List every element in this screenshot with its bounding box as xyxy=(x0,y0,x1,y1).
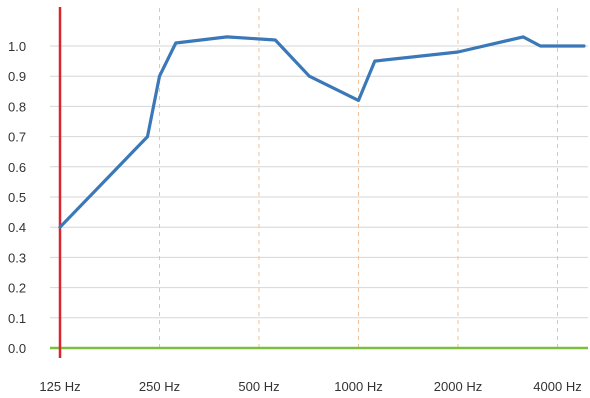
horizontal-gridlines xyxy=(50,45,588,319)
series-group xyxy=(58,35,586,229)
vertical-gridlines xyxy=(159,8,558,348)
axes xyxy=(50,7,588,358)
x-tick-label: 125 Hz xyxy=(39,379,80,394)
y-tick-label: 0.1 xyxy=(8,311,26,326)
y-tick-label: 0.2 xyxy=(8,281,26,296)
series-line xyxy=(58,35,586,229)
x-tick-label: 500 Hz xyxy=(238,379,279,394)
x-tick-labels: 125 Hz 250 Hz 500 Hz 1000 Hz 2000 Hz 4000 Hz xyxy=(39,379,581,394)
y-tick-label: 0.3 xyxy=(8,250,26,265)
y-tick-label: 0.5 xyxy=(8,190,26,205)
y-tick-label: 0.9 xyxy=(8,69,26,84)
x-tick-label: 2000 Hz xyxy=(434,379,482,394)
y-tick-label: 0.7 xyxy=(8,130,26,145)
y-tick-label: 0.0 xyxy=(8,341,26,356)
x-tick-label: 1000 Hz xyxy=(334,379,382,394)
x-tick-label: 250 Hz xyxy=(139,379,180,394)
y-tick-label: 0.4 xyxy=(8,220,26,235)
x-tick-label: 4000 Hz xyxy=(533,379,581,394)
y-tick-label: 0.6 xyxy=(8,160,26,175)
y-tick-labels: 0.0 0.1 0.2 0.3 0.4 0.5 0.6 0.7 0.8 0.9 1.0 xyxy=(8,39,26,356)
y-tick-label: 1.0 xyxy=(8,39,26,54)
y-tick-label: 0.8 xyxy=(8,99,26,114)
